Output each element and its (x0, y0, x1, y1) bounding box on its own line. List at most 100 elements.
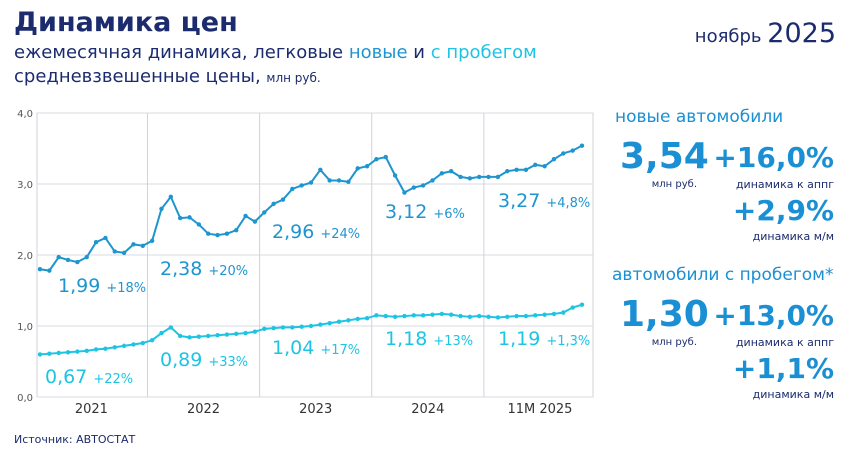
point (336, 178, 342, 183)
point (224, 231, 230, 236)
point (420, 183, 426, 188)
annotation-value: 3,27 (498, 190, 540, 212)
y-tick-label: 3,0 (17, 180, 33, 191)
point (448, 169, 454, 174)
point (542, 164, 547, 169)
point (336, 319, 342, 324)
annotation-change: +18% (106, 281, 146, 296)
point (308, 180, 314, 185)
point (318, 167, 323, 172)
summary-yoy-label: динамика к аппг (736, 178, 834, 191)
summary-mom-label: динамика м/м (753, 230, 834, 243)
point (448, 312, 454, 317)
point (280, 325, 286, 330)
subtitle: ежемесячная динамика, легковые новые и с… (14, 42, 537, 63)
point (299, 324, 304, 329)
point (47, 268, 52, 273)
annotation-change: +24% (320, 227, 360, 242)
point (355, 316, 360, 322)
point (103, 235, 108, 241)
point (252, 329, 258, 334)
point (37, 352, 43, 357)
annotation-change: +20% (208, 264, 248, 279)
summary-heading: новые автомобили (615, 107, 783, 127)
point (374, 156, 379, 162)
point (364, 315, 370, 321)
annotation: 1,18 +13% (385, 328, 473, 350)
point (364, 164, 370, 169)
point (47, 351, 52, 356)
point (262, 326, 267, 332)
point (187, 335, 192, 340)
point (355, 166, 360, 171)
point (505, 314, 510, 319)
subtitle-2-text: средневзвешенные цены, (14, 66, 261, 87)
point (467, 314, 473, 319)
annotation: 2,38 +20% (160, 258, 248, 280)
annotation-change: +17% (320, 343, 360, 358)
summary-unit: млн руб. (652, 337, 697, 348)
point (392, 173, 398, 178)
subtitle-joint: и (413, 42, 425, 63)
x-tick-label: 11М 2025 (507, 402, 572, 417)
point (523, 313, 529, 319)
point (140, 243, 145, 248)
point (65, 350, 71, 355)
point (224, 332, 230, 337)
annotation: 0,89 +33% (160, 349, 248, 371)
annotation: 2,96 +24% (272, 221, 360, 243)
point (187, 215, 192, 220)
point (477, 174, 482, 180)
annotation-value: 1,19 (498, 328, 540, 350)
point (131, 242, 136, 247)
annotation: 1,19 +1,3% (498, 328, 590, 350)
annotation-change: +4,8% (546, 196, 590, 211)
y-tick-label: 4,0 (17, 109, 33, 120)
summary-yoy: +13,0% (713, 299, 834, 332)
point (290, 186, 295, 192)
annotation-value: 0,89 (160, 349, 202, 371)
point (84, 254, 89, 260)
point (579, 143, 585, 148)
annotation-change: +13% (433, 334, 473, 349)
point (430, 312, 435, 317)
point (131, 342, 136, 347)
point (206, 231, 211, 236)
summary-mom: +2,9% (733, 194, 834, 227)
annotation: 1,04 +17% (272, 337, 360, 359)
summary-heading: автомобили с пробегом* (612, 265, 833, 285)
point (159, 330, 164, 336)
x-tick-label: 2024 (411, 402, 444, 417)
point (533, 162, 538, 168)
summary-mom-label: динамика м/м (753, 388, 834, 401)
point (579, 302, 585, 307)
point (37, 267, 43, 272)
year: 2025 (767, 18, 836, 49)
summary-yoy-label: динамика к аппг (736, 336, 834, 349)
point (149, 238, 155, 243)
point (159, 206, 164, 212)
y-tick-label: 1,0 (17, 322, 33, 333)
point (75, 349, 80, 354)
point (327, 178, 332, 183)
point (514, 313, 519, 319)
point (299, 183, 304, 188)
annotation-value: 0,67 (45, 366, 87, 388)
annotation: 0,67 +22% (45, 366, 133, 388)
annotation-change: +6% (433, 207, 465, 222)
point (551, 311, 557, 317)
annotation-change: +1,3% (546, 334, 590, 349)
point (112, 249, 117, 254)
month: ноябрь (695, 26, 762, 47)
summary-unit: млн руб. (652, 179, 697, 190)
point (411, 313, 416, 318)
point (430, 178, 435, 183)
point (439, 311, 445, 317)
point (570, 305, 575, 310)
point (467, 176, 473, 181)
subtitle-new: новые (349, 42, 408, 63)
point (308, 323, 314, 329)
y-tick-label: 0,0 (17, 393, 33, 404)
point (327, 320, 332, 326)
